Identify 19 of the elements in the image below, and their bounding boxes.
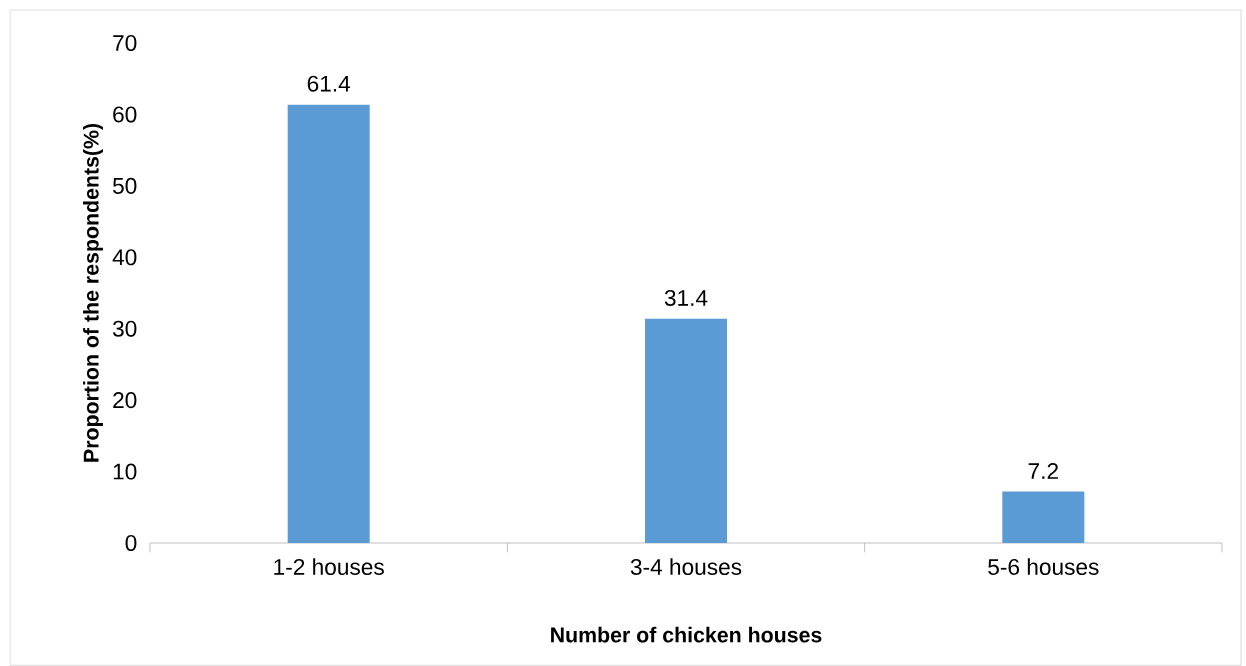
y-axis-title: Proportion of the respondents(%): [83, 123, 103, 462]
x-tick-label: 1-2 houses: [274, 558, 384, 576]
bar: [287, 104, 370, 543]
y-tick-label: 40: [112, 249, 137, 266]
y-tick-label: 60: [113, 106, 137, 123]
y-tick-label: 30: [112, 320, 137, 337]
data-label: 31.4: [664, 289, 708, 306]
x-tick-label: 5-6 houses: [988, 558, 1099, 576]
x-tick-label: 3-4 houses: [630, 558, 742, 576]
bar: [1002, 491, 1085, 543]
bar: [645, 318, 728, 543]
y-tick-label: 50: [112, 177, 137, 194]
y-tick-label: 20: [113, 392, 137, 409]
data-label: 61.4: [307, 75, 351, 92]
y-tick-label: 0: [125, 534, 137, 552]
data-label: 7.2: [1028, 463, 1058, 479]
y-tick-label: 10: [113, 463, 137, 480]
x-axis-title: Number of chicken houses: [551, 626, 822, 643]
y-tick-label: 70: [113, 34, 137, 52]
